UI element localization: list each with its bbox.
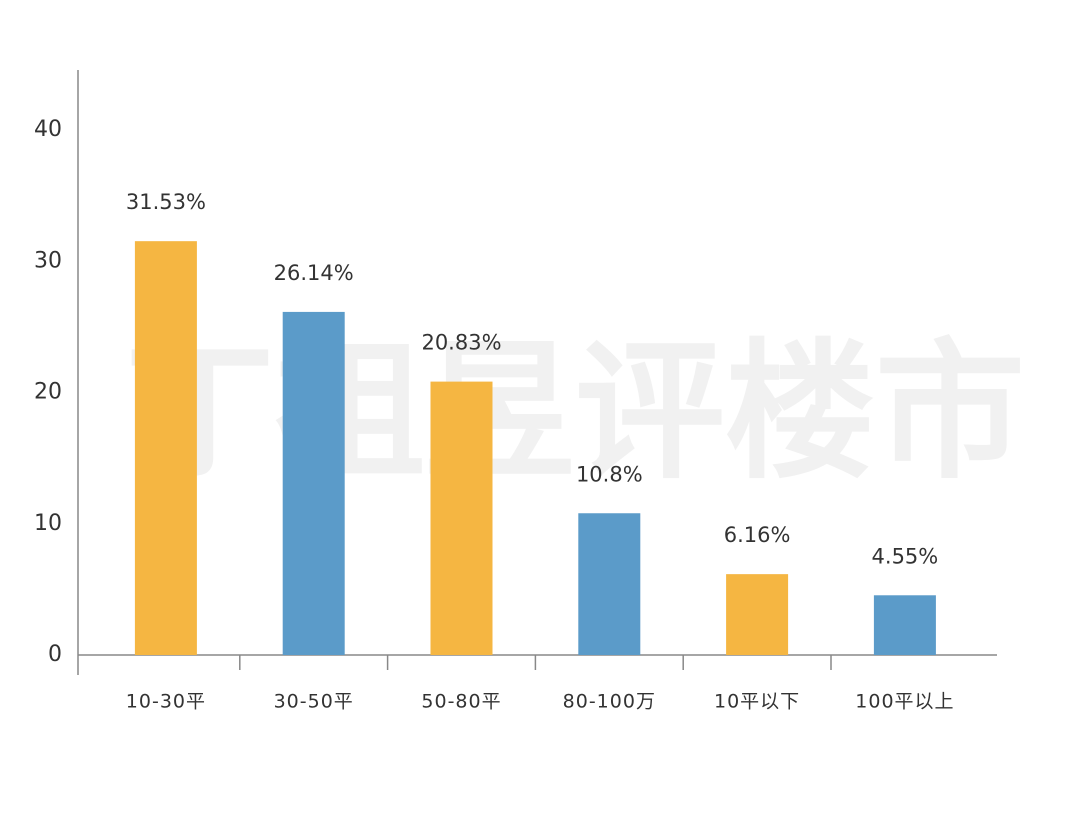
y-tick-label: 30 — [34, 248, 62, 273]
bar — [873, 595, 936, 655]
y-tick-label: 0 — [48, 642, 62, 667]
bar — [430, 381, 493, 655]
data-label: 4.55% — [872, 544, 939, 568]
x-tick-label: 10平以下 — [714, 691, 800, 713]
x-tick-label: 10-30平 — [126, 691, 206, 713]
y-tick-label: 20 — [34, 380, 62, 405]
y-tick-label: 10 — [34, 511, 62, 536]
data-label: 26.14% — [274, 261, 354, 285]
x-tick-label: 100平以上 — [855, 691, 954, 713]
bar — [726, 574, 789, 655]
watermark: 丁祖昱评楼市 — [125, 324, 1025, 500]
y-tick-label: 40 — [34, 117, 62, 142]
data-label: 20.83% — [421, 331, 501, 355]
bar — [134, 241, 197, 655]
bar — [282, 311, 345, 655]
bar — [578, 513, 641, 655]
data-label: 31.53% — [126, 190, 206, 214]
data-label: 6.16% — [724, 523, 791, 547]
x-tick-label: 30-50平 — [274, 691, 354, 713]
x-tick-label: 50-80平 — [421, 691, 501, 713]
data-label: 10.8% — [576, 462, 643, 486]
x-tick-label: 80-100万 — [563, 691, 656, 713]
